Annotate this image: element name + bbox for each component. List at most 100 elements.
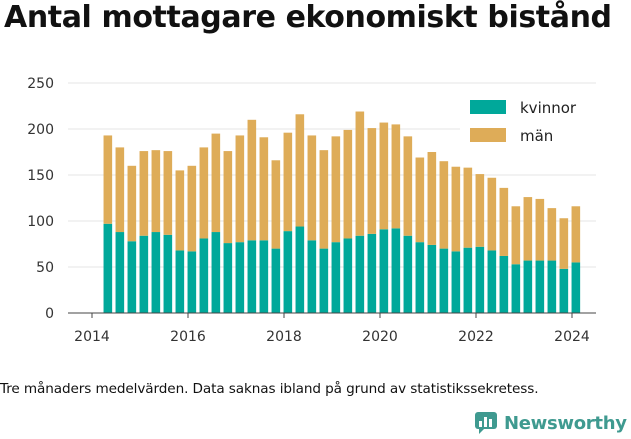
bar-kvinnor	[259, 240, 269, 313]
bar-kvinnor	[103, 223, 113, 313]
chart-caption: Tre månaders medelvärden. Data saknas ib…	[0, 381, 539, 397]
bar-män	[427, 152, 437, 245]
bars	[103, 111, 581, 313]
bar-kvinnor	[451, 251, 461, 313]
bar-män	[187, 165, 197, 252]
bar-kvinnor	[343, 238, 353, 313]
bar-kvinnor	[391, 228, 401, 313]
x-tick-label: 2016	[170, 329, 206, 345]
bar-kvinnor	[115, 232, 125, 313]
bar-kvinnor	[223, 243, 233, 313]
bar-män	[307, 135, 317, 241]
bar-män	[547, 208, 557, 261]
bar-kvinnor	[187, 251, 197, 313]
y-tick-label: 250	[27, 76, 54, 92]
bar-kvinnor	[331, 242, 341, 313]
bar-män	[331, 136, 341, 243]
bar-män	[211, 133, 221, 233]
bar-män	[511, 206, 521, 265]
legend-swatch	[470, 128, 506, 142]
bar-män	[463, 167, 473, 248]
bar-kvinnor	[463, 247, 473, 313]
bar-kvinnor	[439, 248, 449, 313]
x-tick-label: 2018	[266, 329, 302, 345]
bar-män	[103, 135, 113, 224]
bar-kvinnor	[307, 240, 317, 313]
bar-kvinnor	[403, 235, 413, 313]
bar-kvinnor	[283, 231, 293, 313]
bar-män	[571, 206, 581, 263]
bar-män	[487, 177, 497, 251]
bar-kvinnor	[127, 241, 137, 313]
bar-kvinnor	[199, 238, 209, 313]
legend-label: kvinnor	[520, 99, 577, 117]
bar-män	[499, 187, 509, 256]
bar-män	[271, 160, 281, 249]
bar-kvinnor	[487, 250, 497, 313]
bar-män	[151, 150, 161, 233]
bar-kvinnor	[139, 235, 149, 313]
brand-logo: Newsworthy	[474, 409, 627, 437]
chart-title: Antal mottagare ekonomiskt bistånd	[4, 0, 612, 35]
bar-kvinnor	[211, 232, 221, 313]
bar-kvinnor	[175, 250, 185, 313]
bar-män	[319, 150, 329, 249]
bar-kvinnor	[247, 240, 257, 313]
bar-män	[295, 114, 305, 227]
bar-män	[355, 111, 365, 236]
bar-män	[367, 128, 377, 234]
bar-kvinnor	[511, 264, 521, 313]
y-tick-label: 50	[36, 260, 54, 276]
bar-män	[247, 119, 257, 241]
bar-kvinnor	[319, 248, 329, 313]
y-tick-label: 100	[27, 214, 54, 230]
bar-män	[175, 170, 185, 251]
axes: 0 50 100 150 200 250 2014 2016 2018 2020 2022 2024	[27, 76, 596, 345]
bar-män	[475, 174, 485, 247]
bar-män	[223, 151, 233, 244]
bar-män	[379, 122, 389, 230]
bar-män	[343, 129, 353, 239]
bar-män	[391, 124, 401, 229]
bar-kvinnor	[295, 226, 305, 313]
bar-män	[403, 136, 413, 236]
bar-män	[439, 161, 449, 249]
y-tick-label: 200	[27, 122, 54, 138]
brand-name: Newsworthy	[504, 412, 627, 434]
bar-kvinnor	[415, 242, 425, 313]
bar-kvinnor	[271, 248, 281, 313]
bar-kvinnor	[523, 260, 533, 313]
bar-män	[127, 165, 137, 242]
bar-kvinnor	[475, 246, 485, 313]
x-tick-label: 2024	[554, 329, 590, 345]
bar-män	[523, 197, 533, 261]
bar-kvinnor	[571, 262, 581, 313]
bar-kvinnor	[151, 232, 161, 313]
bar-kvinnor	[535, 260, 545, 313]
bar-män	[283, 132, 293, 232]
x-tick-label: 2022	[458, 329, 494, 345]
bar-män	[559, 218, 569, 269]
bar-kvinnor	[499, 255, 509, 313]
bar-män	[115, 147, 125, 233]
bar-kvinnor	[379, 229, 389, 313]
bar-kvinnor	[427, 244, 437, 313]
bar-män	[235, 135, 245, 243]
legend: kvinnor män	[460, 90, 600, 152]
bar-kvinnor	[355, 235, 365, 313]
bar-män	[259, 137, 269, 241]
bar-kvinnor	[163, 234, 173, 313]
y-tick-label: 0	[45, 306, 54, 322]
bar-män	[163, 151, 173, 235]
bar-kvinnor	[235, 242, 245, 313]
newsworthy-logo-icon	[475, 412, 497, 434]
bar-män	[139, 151, 149, 236]
bar-män	[451, 166, 461, 252]
legend-swatch	[470, 100, 506, 114]
bar-kvinnor	[547, 260, 557, 313]
bar-män	[199, 147, 209, 239]
y-tick-label: 150	[27, 168, 54, 184]
x-tick-label: 2020	[362, 329, 398, 345]
legend-label: män	[520, 127, 553, 145]
